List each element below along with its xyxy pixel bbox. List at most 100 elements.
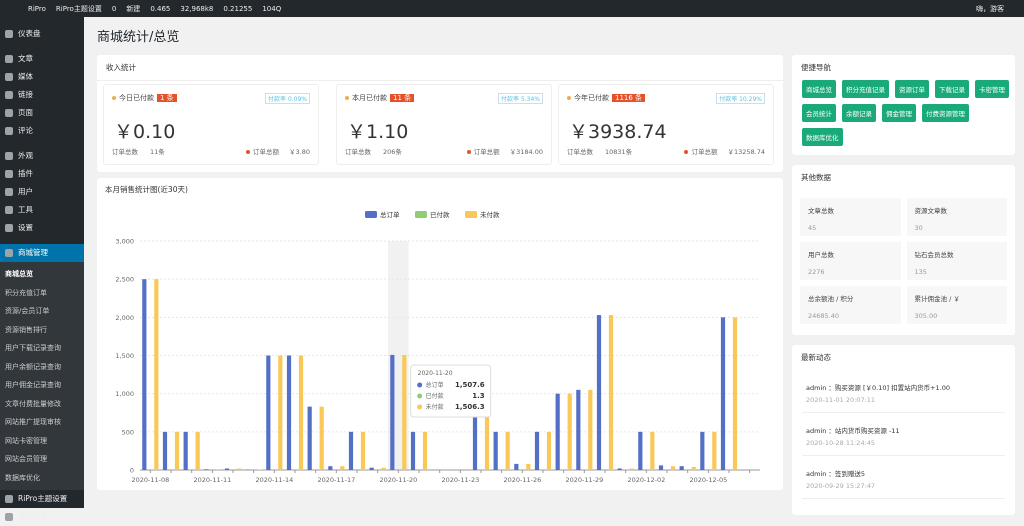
nav-button[interactable]: 下载记录: [935, 80, 969, 98]
menu-item[interactable]: 设置: [0, 219, 84, 237]
submenu-item[interactable]: 数据库优化: [0, 469, 84, 488]
bar-item[interactable]: RiPro: [28, 5, 46, 13]
bar: [700, 432, 704, 470]
bar: [721, 317, 725, 470]
submenu-item[interactable]: 商城总览: [0, 265, 84, 284]
stat-label: 累计佣金池 / ￥: [915, 293, 1000, 303]
bar: [650, 432, 654, 470]
stat-value: 30: [915, 224, 1000, 232]
submenu-item[interactable]: 用户余额记录查询: [0, 358, 84, 377]
menu-item[interactable]: RiPro主题设置: [0, 490, 84, 508]
y-tick-label: 2,500: [115, 276, 134, 284]
menu-item[interactable]: 页面: [0, 104, 84, 122]
menu-item[interactable]: 链接: [0, 86, 84, 104]
card-total: 订单总额￥13258.74: [684, 146, 765, 156]
total-label: 订单总额: [691, 148, 717, 156]
bar: [175, 432, 179, 470]
bar: [556, 394, 560, 470]
nav-button[interactable]: 会员统计: [802, 104, 836, 122]
bar: [299, 356, 303, 471]
submenu-item[interactable]: 积分充值订单: [0, 284, 84, 303]
nav-button[interactable]: 数据库优化: [802, 128, 843, 146]
bar: [370, 468, 374, 470]
submenu-item[interactable]: 用户佣金记录查询: [0, 376, 84, 395]
bar: [142, 279, 146, 470]
nav-button[interactable]: 佣金管理: [882, 104, 916, 122]
submenu-item[interactable]: 用户下载记录查询: [0, 339, 84, 358]
bar: [361, 432, 365, 470]
bar-item[interactable]: 104Q: [262, 5, 281, 13]
bar: [597, 315, 601, 470]
bar-item[interactable]: 0: [112, 5, 116, 13]
legend-swatch: [415, 211, 427, 218]
x-tick-label: 2020-11-14: [255, 476, 293, 484]
bar: [609, 315, 613, 470]
count-label: 订单总数: [112, 148, 138, 156]
tooltip-title: 2020-11-20: [418, 370, 453, 377]
x-tick-label: 2020-11-20: [379, 476, 417, 484]
menu-item[interactable]: 仪表盘: [0, 25, 84, 43]
nav-button[interactable]: 付费资源管理: [922, 104, 969, 122]
bar: [671, 466, 675, 470]
y-tick-label: 1,000: [115, 390, 134, 398]
page: RiPro RiPro主题设置 0 新建 0.465 32,968k8 0.21255 104…: [0, 0, 1024, 508]
total-value: ￥3184.00: [510, 148, 543, 156]
card-amount: ￥1.10: [347, 117, 408, 144]
bar: [680, 466, 684, 470]
submenu-item[interactable]: 网站卡密管理: [0, 432, 84, 451]
bar: [547, 432, 551, 470]
submenu-item[interactable]: 资源/会员订单: [0, 302, 84, 321]
x-tick-label: 2020-11-17: [317, 476, 355, 484]
bar-user[interactable]: 嗨，游客: [976, 4, 1004, 14]
bar: [411, 432, 415, 470]
tooltip-dot: [417, 405, 422, 410]
card-rate: 付款率 0.09%: [265, 93, 310, 104]
stat-label: 总余额池 / 积分: [808, 293, 893, 303]
menu-item[interactable]: 工具: [0, 201, 84, 219]
bar-item[interactable]: 0.465: [150, 5, 170, 13]
nav-button[interactable]: 卡密管理: [975, 80, 1009, 98]
submenu-item[interactable]: 网站会员管理: [0, 450, 84, 469]
tooltip-dot: [417, 383, 422, 388]
bar: [659, 465, 663, 470]
menu-item[interactable]: 文章: [0, 50, 84, 68]
total-label: 订单总额: [253, 148, 279, 156]
bar: [526, 464, 530, 470]
menu-item[interactable]: 用户: [0, 183, 84, 201]
card-badge: 1116 条: [612, 94, 645, 102]
legend-label: 未付款: [480, 210, 500, 219]
bar-item[interactable]: 0.21255: [223, 5, 252, 13]
total-value: ￥3.80: [289, 148, 310, 156]
menu-item[interactable]: 媒体: [0, 68, 84, 86]
bar-item[interactable]: RiPro主题设置: [56, 4, 102, 14]
submenu-item[interactable]: 资源销售排行: [0, 321, 84, 340]
submenu-item[interactable]: 网站推广提现审核: [0, 413, 84, 432]
menu-item[interactable]: 收起菜单: [0, 508, 84, 526]
bar-item[interactable]: 32,968k8: [180, 5, 213, 13]
menu-item[interactable]: 评论: [0, 122, 84, 140]
chart: 本月销售统计图(近30天)05001,0001,5002,0002,5003,0…: [97, 178, 783, 490]
y-tick-label: 500: [122, 428, 134, 436]
menu-item[interactable]: 插件: [0, 165, 84, 183]
bar-item[interactable]: 新建: [126, 4, 140, 14]
menu-item-active[interactable]: 商城管理: [0, 244, 84, 262]
nav-button[interactable]: 商城总览: [802, 80, 836, 98]
card-label-text: 今日已付款: [119, 94, 154, 102]
nav-panel: 便捷导航 商城总览积分充值记录资源订单下载记录卡密管理会员统计余额记录佣金管理付…: [792, 55, 1015, 155]
bar: [204, 469, 208, 470]
nav-button[interactable]: 资源订单: [895, 80, 929, 98]
menu-item[interactable]: 外观: [0, 147, 84, 165]
legend-swatch: [365, 211, 377, 218]
nav-button[interactable]: 余额记录: [842, 104, 876, 122]
activity-time: 2020-11-01 20:07:11: [806, 396, 1001, 404]
submenu-item[interactable]: 文章付费批量修改: [0, 395, 84, 414]
card-total: 订单总额 ￥3.80: [246, 146, 310, 156]
bar: [402, 355, 406, 470]
nav-button[interactable]: 积分充值记录: [842, 80, 889, 98]
